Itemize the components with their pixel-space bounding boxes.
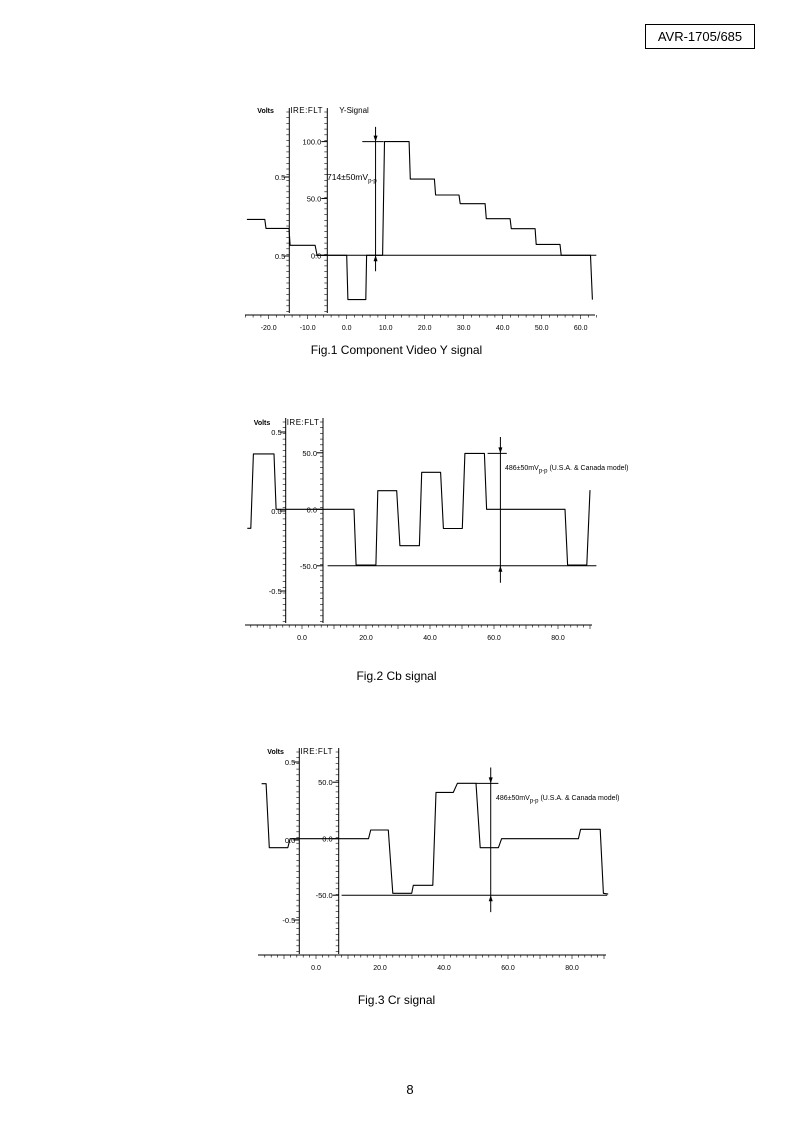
fig1-amplitude-annotation: 714±50mVp-p — [327, 172, 377, 185]
fig1-arrow-down-icon — [373, 135, 378, 142]
fig2-arrow-up-icon — [498, 565, 503, 572]
fig1-caption: Fig.1 Component Video Y signal — [310, 343, 483, 357]
fig1-signal-label: Y-Signal — [339, 106, 369, 115]
fig1-time-tick-label: -10.0 — [300, 325, 316, 332]
fig2-volts-tick-label: 0.5 — [271, 428, 281, 437]
annotation-value: 714±50mV — [327, 172, 369, 182]
fig3-volts-tick-label: 0.5 — [285, 758, 295, 767]
fig2-volts-tick-label: -0.5 — [269, 587, 282, 596]
fig3-volts-label: Volts — [267, 749, 284, 756]
fig1-arrow-up-icon — [373, 255, 378, 262]
fig3-arrow-down-icon — [488, 777, 493, 784]
annotation-sub: p-p — [538, 468, 548, 475]
fig3-caption: Fig.3 Cr signal — [357, 993, 436, 1007]
fig2-time-tick-label: 80.0 — [551, 635, 565, 642]
fig1-time-tick-label: -20.0 — [261, 325, 277, 332]
fig1-volts-label: Volts — [257, 108, 274, 115]
fig3-time-tick-label: 60.0 — [501, 965, 515, 972]
fig1-time-tick-label: 0.0 — [342, 325, 352, 332]
fig3-volts-tick-label: -0.5 — [282, 916, 295, 925]
annotation-value: 486±50mV — [505, 465, 539, 472]
fig3-amplitude-annotation: 486±50mVp-p (U.S.A. & Canada model) — [496, 795, 619, 804]
fig3-ire-label: IRE:FLT — [300, 747, 333, 756]
model-number-box: AVR-1705/685 — [645, 24, 755, 49]
fig3-time-tick-label: 80.0 — [565, 965, 579, 972]
annotation-note: (U.S.A. & Canada model) — [549, 465, 629, 472]
fig2-ire-tick-label: 50.0 — [302, 449, 317, 458]
fig1-time-tick-label: 20.0 — [418, 325, 432, 332]
fig1-time-tick-label: 40.0 — [496, 325, 510, 332]
annotation-value: 486±50mV — [496, 795, 530, 802]
fig3-ire-tick-label: -50.0 — [316, 891, 333, 900]
page-number: 8 — [406, 1082, 414, 1097]
fig1-time-tick-label: 60.0 — [574, 325, 588, 332]
fig2-amplitude-annotation: 486±50mVp-p (U.S.A. & Canada model) — [505, 465, 628, 474]
fig2-time-tick-label: 0.0 — [297, 635, 307, 642]
fig2-ire-tick-label: -50.0 — [300, 562, 317, 571]
fig1-volts-tick-label: 0.5 — [275, 173, 285, 182]
fig1-ire-label: IRE:FLT — [290, 106, 323, 115]
fig3-arrow-up-icon — [488, 895, 493, 902]
annotation-sub: p-p — [368, 178, 377, 185]
fig2-waveform-cb — [247, 452, 591, 566]
fig3-time-tick-label: 0.0 — [311, 965, 321, 972]
fig3-time-tick-label: 40.0 — [437, 965, 451, 972]
fig2-arrow-down-icon — [498, 447, 503, 454]
fig3-ire-tick-label: 50.0 — [318, 778, 333, 787]
fig2-volts-label: Volts — [254, 420, 271, 427]
fig1-time-tick-label: 30.0 — [457, 325, 471, 332]
fig3-time-tick-label: 20.0 — [373, 965, 387, 972]
fig1-time-tick-label: 50.0 — [535, 325, 549, 332]
fig2-time-tick-label: 40.0 — [423, 635, 437, 642]
fig3-waveform-cr — [261, 782, 609, 895]
fig1-waveform-y — [246, 141, 593, 301]
fig2-volts-tick-label: 0.0 — [271, 507, 281, 516]
fig1-ire-tick-label: 100.0 — [303, 138, 322, 147]
fig1-ire-tick-label: 50.0 — [307, 194, 322, 203]
fig1-volts-tick-label: 0.5 — [275, 252, 285, 261]
fig2-caption: Fig.2 Cb signal — [356, 669, 437, 683]
fig2-time-tick-label: 20.0 — [359, 635, 373, 642]
annotation-note: (U.S.A. & Canada model) — [540, 795, 620, 802]
fig2-ire-label: IRE:FLT — [287, 418, 320, 427]
fig2-time-tick-label: 60.0 — [487, 635, 501, 642]
fig1-time-tick-label: 10.0 — [379, 325, 393, 332]
annotation-sub: p-p — [529, 798, 539, 805]
